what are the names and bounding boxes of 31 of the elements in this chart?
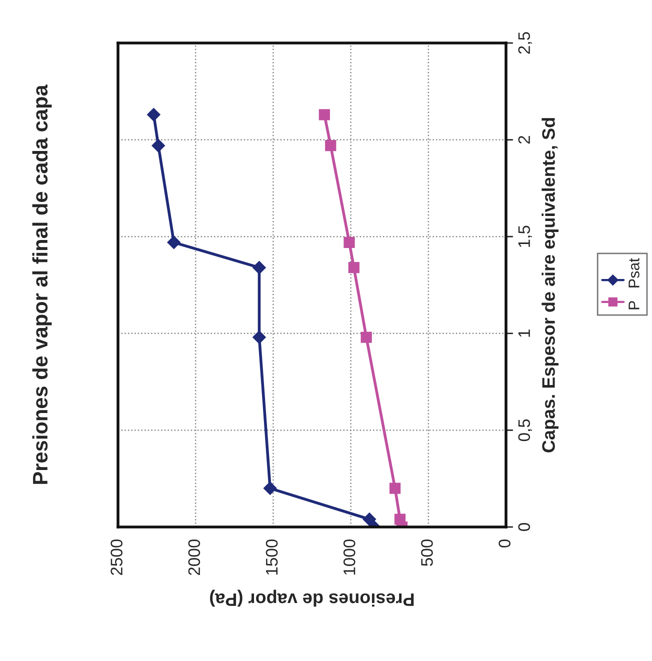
point: [344, 236, 355, 248]
point: [360, 332, 372, 343]
text: Presiones de vapor al final de cada capa: [32, 84, 52, 484]
point: [325, 140, 336, 152]
point: [152, 139, 165, 152]
y-tick-label: 1: [518, 330, 530, 337]
point: [264, 482, 277, 495]
y-tick-label: 1,5: [518, 226, 532, 247]
legend-label: P: [628, 301, 640, 310]
x-tick-label: 1500: [266, 539, 278, 575]
y-tick-label: 0: [518, 523, 530, 531]
x-axis-title: Presiones de vapor (Pa): [210, 590, 414, 607]
y-tick-label: 2,5: [518, 32, 532, 54]
point: [167, 236, 180, 249]
point: [362, 512, 376, 526]
point: [252, 330, 266, 344]
legend-label: Psat: [628, 258, 640, 288]
x-tick-label: 2500: [110, 539, 122, 576]
x-tick-label: 2000: [188, 539, 200, 576]
y-tick-label: 2: [518, 136, 530, 144]
point: [318, 109, 330, 120]
x-tick-label: 500: [421, 539, 433, 566]
point: [394, 514, 406, 525]
x-tick-label: 1000: [343, 539, 356, 575]
x-tick-label: 0: [498, 539, 510, 548]
y-axis-title: Capas. Espesor de aire equivalente, Sd: [542, 118, 559, 452]
point: [252, 260, 266, 274]
y-tick-label: 0,5: [518, 419, 532, 442]
point: [147, 108, 160, 122]
point: [389, 482, 401, 494]
point: [348, 262, 360, 274]
